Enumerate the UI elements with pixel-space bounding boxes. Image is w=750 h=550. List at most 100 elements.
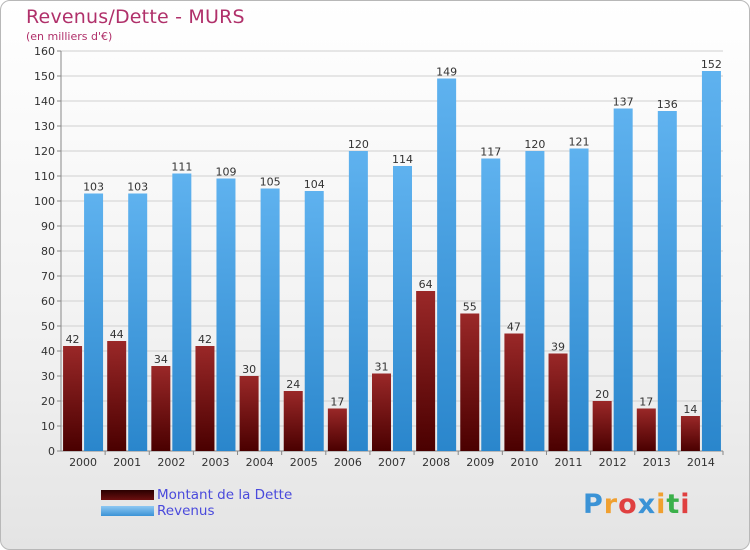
legend-swatch-revenus: [101, 506, 154, 516]
bar-dette: [548, 353, 568, 451]
chart-title: Revenus/Dette - MURS: [26, 6, 245, 28]
bar-dette: [239, 376, 259, 451]
value-label-dette: 42: [66, 333, 80, 346]
y-tick-label: 30: [41, 370, 55, 383]
logo-letter: P: [583, 489, 604, 520]
legend-label-dette: Montant de la Dette: [157, 487, 293, 503]
logo-letter: r: [603, 489, 619, 520]
value-label-revenus: 104: [304, 178, 325, 191]
value-label-revenus: 152: [701, 58, 722, 71]
x-tick-label: 2009: [466, 456, 494, 469]
bar-revenus: [348, 151, 368, 451]
bar-dette: [372, 373, 391, 451]
value-label-revenus: 120: [348, 138, 369, 151]
x-tick-label: 2008: [422, 456, 450, 469]
x-tick-label: 2014: [687, 456, 715, 469]
value-label-revenus: 120: [524, 138, 545, 151]
bar-revenus: [525, 151, 545, 451]
y-tick-label: 130: [34, 120, 55, 133]
value-label-dette: 14: [683, 403, 697, 416]
bar-revenus: [569, 148, 589, 451]
value-label-revenus: 149: [436, 66, 457, 79]
bar-revenus: [657, 111, 677, 451]
legend-label-revenus: Revenus: [157, 503, 215, 519]
y-tick-label: 50: [41, 320, 55, 333]
chart-subtitle: (en milliers d'€): [26, 30, 113, 43]
proxiti-logo: Proxiti: [583, 489, 691, 520]
value-label-dette: 39: [551, 341, 565, 354]
bar-dette: [416, 291, 436, 451]
y-tick-label: 110: [34, 170, 55, 183]
value-label-dette: 31: [375, 361, 389, 374]
bar-dette: [63, 346, 83, 451]
bar-dette: [195, 346, 215, 451]
value-label-dette: 47: [507, 321, 521, 334]
y-tick-label: 40: [41, 345, 55, 358]
bar-dette: [680, 416, 700, 451]
value-label-dette: 34: [154, 353, 168, 366]
bar-revenus: [613, 108, 633, 451]
bar-dette: [592, 401, 612, 451]
bar-revenus: [481, 158, 501, 451]
y-tick-label: 80: [41, 245, 55, 258]
value-label-dette: 30: [242, 363, 256, 376]
y-tick-label: 10: [41, 420, 55, 433]
y-tick-label: 100: [34, 195, 55, 208]
value-label-dette: 24: [286, 378, 300, 391]
bar-revenus: [216, 178, 236, 451]
bar-revenus: [701, 71, 721, 451]
bar-revenus: [437, 78, 457, 451]
value-label-revenus: 117: [480, 146, 501, 159]
x-tick-label: 2011: [555, 456, 583, 469]
bar-dette: [504, 333, 524, 451]
bar-revenus: [128, 193, 148, 451]
value-label-revenus: 105: [260, 176, 281, 189]
value-label-dette: 64: [419, 278, 433, 291]
y-tick-label: 150: [34, 70, 55, 83]
legend-swatch-dette: [101, 490, 154, 500]
value-label-dette: 44: [110, 328, 124, 341]
bar-dette: [107, 341, 127, 451]
bar-revenus: [393, 166, 412, 451]
bar-revenus: [172, 173, 192, 451]
y-tick-label: 60: [41, 295, 55, 308]
x-tick-label: 2010: [510, 456, 538, 469]
y-tick-label: 70: [41, 270, 55, 283]
x-tick-label: 2000: [69, 456, 97, 469]
bar-revenus: [84, 193, 104, 451]
value-label-revenus: 137: [613, 96, 634, 109]
y-tick-label: 120: [34, 145, 55, 158]
logo-letter: x: [637, 489, 657, 520]
x-tick-label: 2007: [378, 456, 406, 469]
logo-letter: o: [618, 489, 638, 520]
x-tick-label: 2013: [643, 456, 671, 469]
logo-letter: i: [656, 489, 667, 520]
value-label-dette: 20: [595, 388, 609, 401]
bar-revenus: [260, 188, 280, 451]
y-tick-label: 160: [34, 45, 55, 58]
value-label-revenus: 121: [569, 136, 590, 149]
y-tick-label: 20: [41, 395, 55, 408]
y-tick-label: 90: [41, 220, 55, 233]
x-tick-label: 2002: [157, 456, 185, 469]
y-tick-label: 140: [34, 95, 55, 108]
bar-dette: [283, 391, 303, 451]
value-label-revenus: 103: [83, 181, 104, 194]
x-tick-label: 2001: [113, 456, 141, 469]
bar-revenus: [304, 191, 324, 451]
logo-letter: t: [666, 489, 681, 520]
value-label-dette: 17: [330, 396, 344, 409]
value-label-dette: 17: [639, 396, 653, 409]
x-tick-label: 2005: [290, 456, 318, 469]
x-tick-label: 2003: [201, 456, 229, 469]
logo-letter: i: [680, 489, 691, 520]
value-label-dette: 42: [198, 333, 212, 346]
value-label-revenus: 136: [657, 98, 678, 111]
x-tick-label: 2012: [599, 456, 627, 469]
value-label-revenus: 109: [215, 166, 236, 179]
bar-dette: [460, 313, 480, 451]
x-tick-label: 2004: [246, 456, 274, 469]
bar-dette: [636, 408, 656, 451]
